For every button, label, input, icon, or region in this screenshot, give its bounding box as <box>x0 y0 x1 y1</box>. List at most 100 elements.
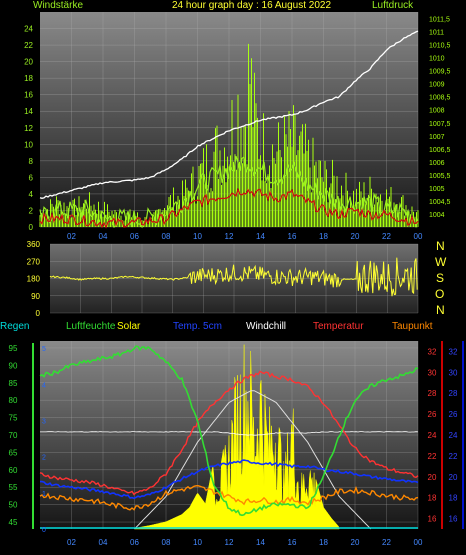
time-tick-label: 16 <box>288 232 297 241</box>
solar-axis-ticks: 0 1 2 3 4 5 <box>42 346 46 534</box>
pressure-tick-label: 1007 <box>429 134 445 141</box>
legend-regen: Regen <box>0 321 30 332</box>
wind-pressure-series <box>39 30 419 229</box>
wind-direction-tick-label: 180 <box>27 275 41 284</box>
temperature-tick-label: 30 <box>428 368 437 377</box>
temperature-tick-label: 22 <box>428 452 437 461</box>
legend-solar: Solar <box>117 321 141 332</box>
compass-n-top: N <box>436 239 445 253</box>
humidity-tick-label: 50 <box>9 501 18 510</box>
wind-tick-label: 0 <box>29 223 34 232</box>
legend-windchill: Windchill <box>246 321 287 332</box>
pressure-tick-label: 1006,5 <box>429 147 451 154</box>
chart-title: 24 hour graph day : 16 August 2022 <box>172 0 332 11</box>
temp5cm-tick-label: 20 <box>449 473 458 482</box>
time-tick-label: 04 <box>99 538 108 547</box>
pressure-tick-label: 1008 <box>429 108 445 115</box>
temperature-tick-label: 18 <box>428 494 437 503</box>
solar-tick-label: 0 <box>42 527 46 534</box>
time-tick-label: 08 <box>162 538 171 547</box>
pressure-tick-label: 1005 <box>429 186 445 193</box>
temp5cm-tick-label: 26 <box>449 410 458 419</box>
time-tick-label: 14 <box>256 232 265 241</box>
time-tick-label: 06 <box>130 232 139 241</box>
pressure-tick-label: 1008,5 <box>429 95 451 102</box>
temperature-tick-label: 26 <box>428 410 437 419</box>
wind-tick-label: 22 <box>24 41 33 50</box>
wind-tick-label: 6 <box>29 173 34 182</box>
temperature-tick-label: 20 <box>428 473 437 482</box>
legend-luftfeuchte: Luftfeuchte <box>66 321 116 332</box>
wind-tick-label: 4 <box>29 190 34 199</box>
temperature-series-line <box>39 370 419 496</box>
pressure-tick-label: 1010 <box>429 56 445 63</box>
time-tick-label: 10 <box>193 538 202 547</box>
time-tick-label: 22 <box>382 538 391 547</box>
solar-series-area <box>134 344 340 530</box>
wind-direction-series <box>49 257 418 297</box>
temp5cm-tick-label: 28 <box>449 389 458 398</box>
pressure-tick-label: 1005,5 <box>429 173 451 180</box>
pressure-tick-label: 1004 <box>429 212 445 219</box>
wind-tick-label: 10 <box>24 140 33 149</box>
humidity-tick-label: 75 <box>9 414 18 423</box>
time-tick-label: 18 <box>319 232 328 241</box>
wind-direction-tick-label: 270 <box>27 257 41 266</box>
humidity-tick-label: 70 <box>9 431 18 440</box>
time-tick-label: 12 <box>225 232 234 241</box>
temp5cm-tick-label: 32 <box>449 347 458 356</box>
wind-tick-label: 24 <box>24 25 33 34</box>
time-tick-label: 20 <box>351 232 360 241</box>
windchill-series-line <box>40 431 419 436</box>
pressure-tick-label: 1006 <box>429 160 445 167</box>
temperature-axis-ticks: 16 16 18 18 20 20 22 22 24 24 26 26 28 28 30 30 32 32 <box>428 341 464 529</box>
temperature-tick-label: 28 <box>428 389 437 398</box>
temperature-tick-label: 24 <box>428 431 437 440</box>
humidity-tick-label: 45 <box>9 518 18 527</box>
time-tick-label: 00 <box>414 232 423 241</box>
wind-direction-series-line <box>49 257 418 297</box>
pressure-tick-label: 1004,5 <box>429 199 451 206</box>
time-axis-ticks-top: 02 04 06 08 10 12 14 16 18 20 22 00 <box>67 232 423 241</box>
wind-direction-tick-label: 0 <box>36 309 41 318</box>
wind-tick-label: 18 <box>24 74 33 83</box>
time-tick-label: 16 <box>288 538 297 547</box>
wind-direction-axis-ticks: 0 90 180 270 360 <box>27 240 41 318</box>
time-tick-label: 00 <box>414 538 423 547</box>
time-tick-label: 18 <box>319 538 328 547</box>
humidity-tick-label: 55 <box>9 483 18 492</box>
pressure-series-line <box>39 30 419 199</box>
time-tick-label: 10 <box>193 232 202 241</box>
wind-tick-label: 16 <box>24 91 33 100</box>
climate-series <box>32 343 419 530</box>
compass-o: O <box>435 287 445 301</box>
compass-n-bottom: N <box>436 303 445 317</box>
time-tick-label: 14 <box>256 538 265 547</box>
temp5cm-tick-label: 22 <box>449 452 458 461</box>
solar-tick-label: 5 <box>42 346 46 353</box>
time-tick-label: 04 <box>99 232 108 241</box>
compass-w: W <box>435 255 447 269</box>
legend-temp5cm: Temp. 5cm <box>173 321 222 332</box>
pressure-tick-label: 1009 <box>429 82 445 89</box>
pressure-axis-ticks: 1004 1004,5 1005 1005,5 1006 1006,5 1007 1007,5… <box>429 17 451 219</box>
humidity-tick-label: 65 <box>9 448 18 457</box>
time-tick-label: 12 <box>225 538 234 547</box>
wind-axis-title: Windstärke <box>33 0 84 11</box>
time-tick-label: 02 <box>67 232 76 241</box>
pressure-tick-label: 1011 <box>429 30 444 37</box>
wind-tick-label: 12 <box>24 124 33 133</box>
wind-tick-label: 2 <box>29 206 34 215</box>
time-axis-ticks-bottom: 02 04 06 08 10 12 14 16 18 20 22 00 <box>67 538 423 547</box>
pressure-axis-title: Luftdruck <box>372 0 414 11</box>
dewpoint-series-line <box>39 484 419 511</box>
legend-temperatur: Temperatur <box>313 321 364 332</box>
time-tick-label: 22 <box>382 232 391 241</box>
humidity-tick-label: 60 <box>9 466 18 475</box>
temp5cm-tick-label: 30 <box>449 368 458 377</box>
temp5cm-tick-label: 18 <box>449 494 458 503</box>
pressure-tick-label: 1007,5 <box>429 121 451 128</box>
compass-s: S <box>436 271 445 285</box>
